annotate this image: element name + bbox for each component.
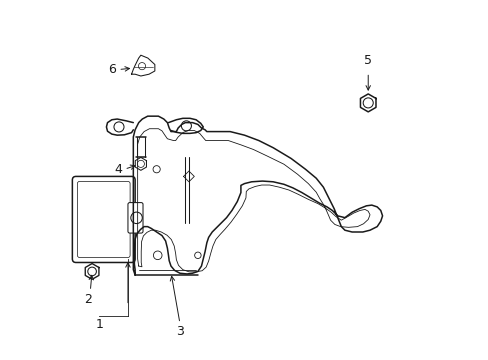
FancyBboxPatch shape	[128, 203, 142, 233]
Text: 6: 6	[108, 63, 116, 76]
Text: 4: 4	[114, 163, 122, 176]
Text: 3: 3	[176, 325, 183, 338]
FancyBboxPatch shape	[72, 176, 135, 262]
Text: 2: 2	[83, 293, 92, 306]
Text: 5: 5	[364, 54, 371, 67]
Text: 1: 1	[95, 318, 103, 331]
